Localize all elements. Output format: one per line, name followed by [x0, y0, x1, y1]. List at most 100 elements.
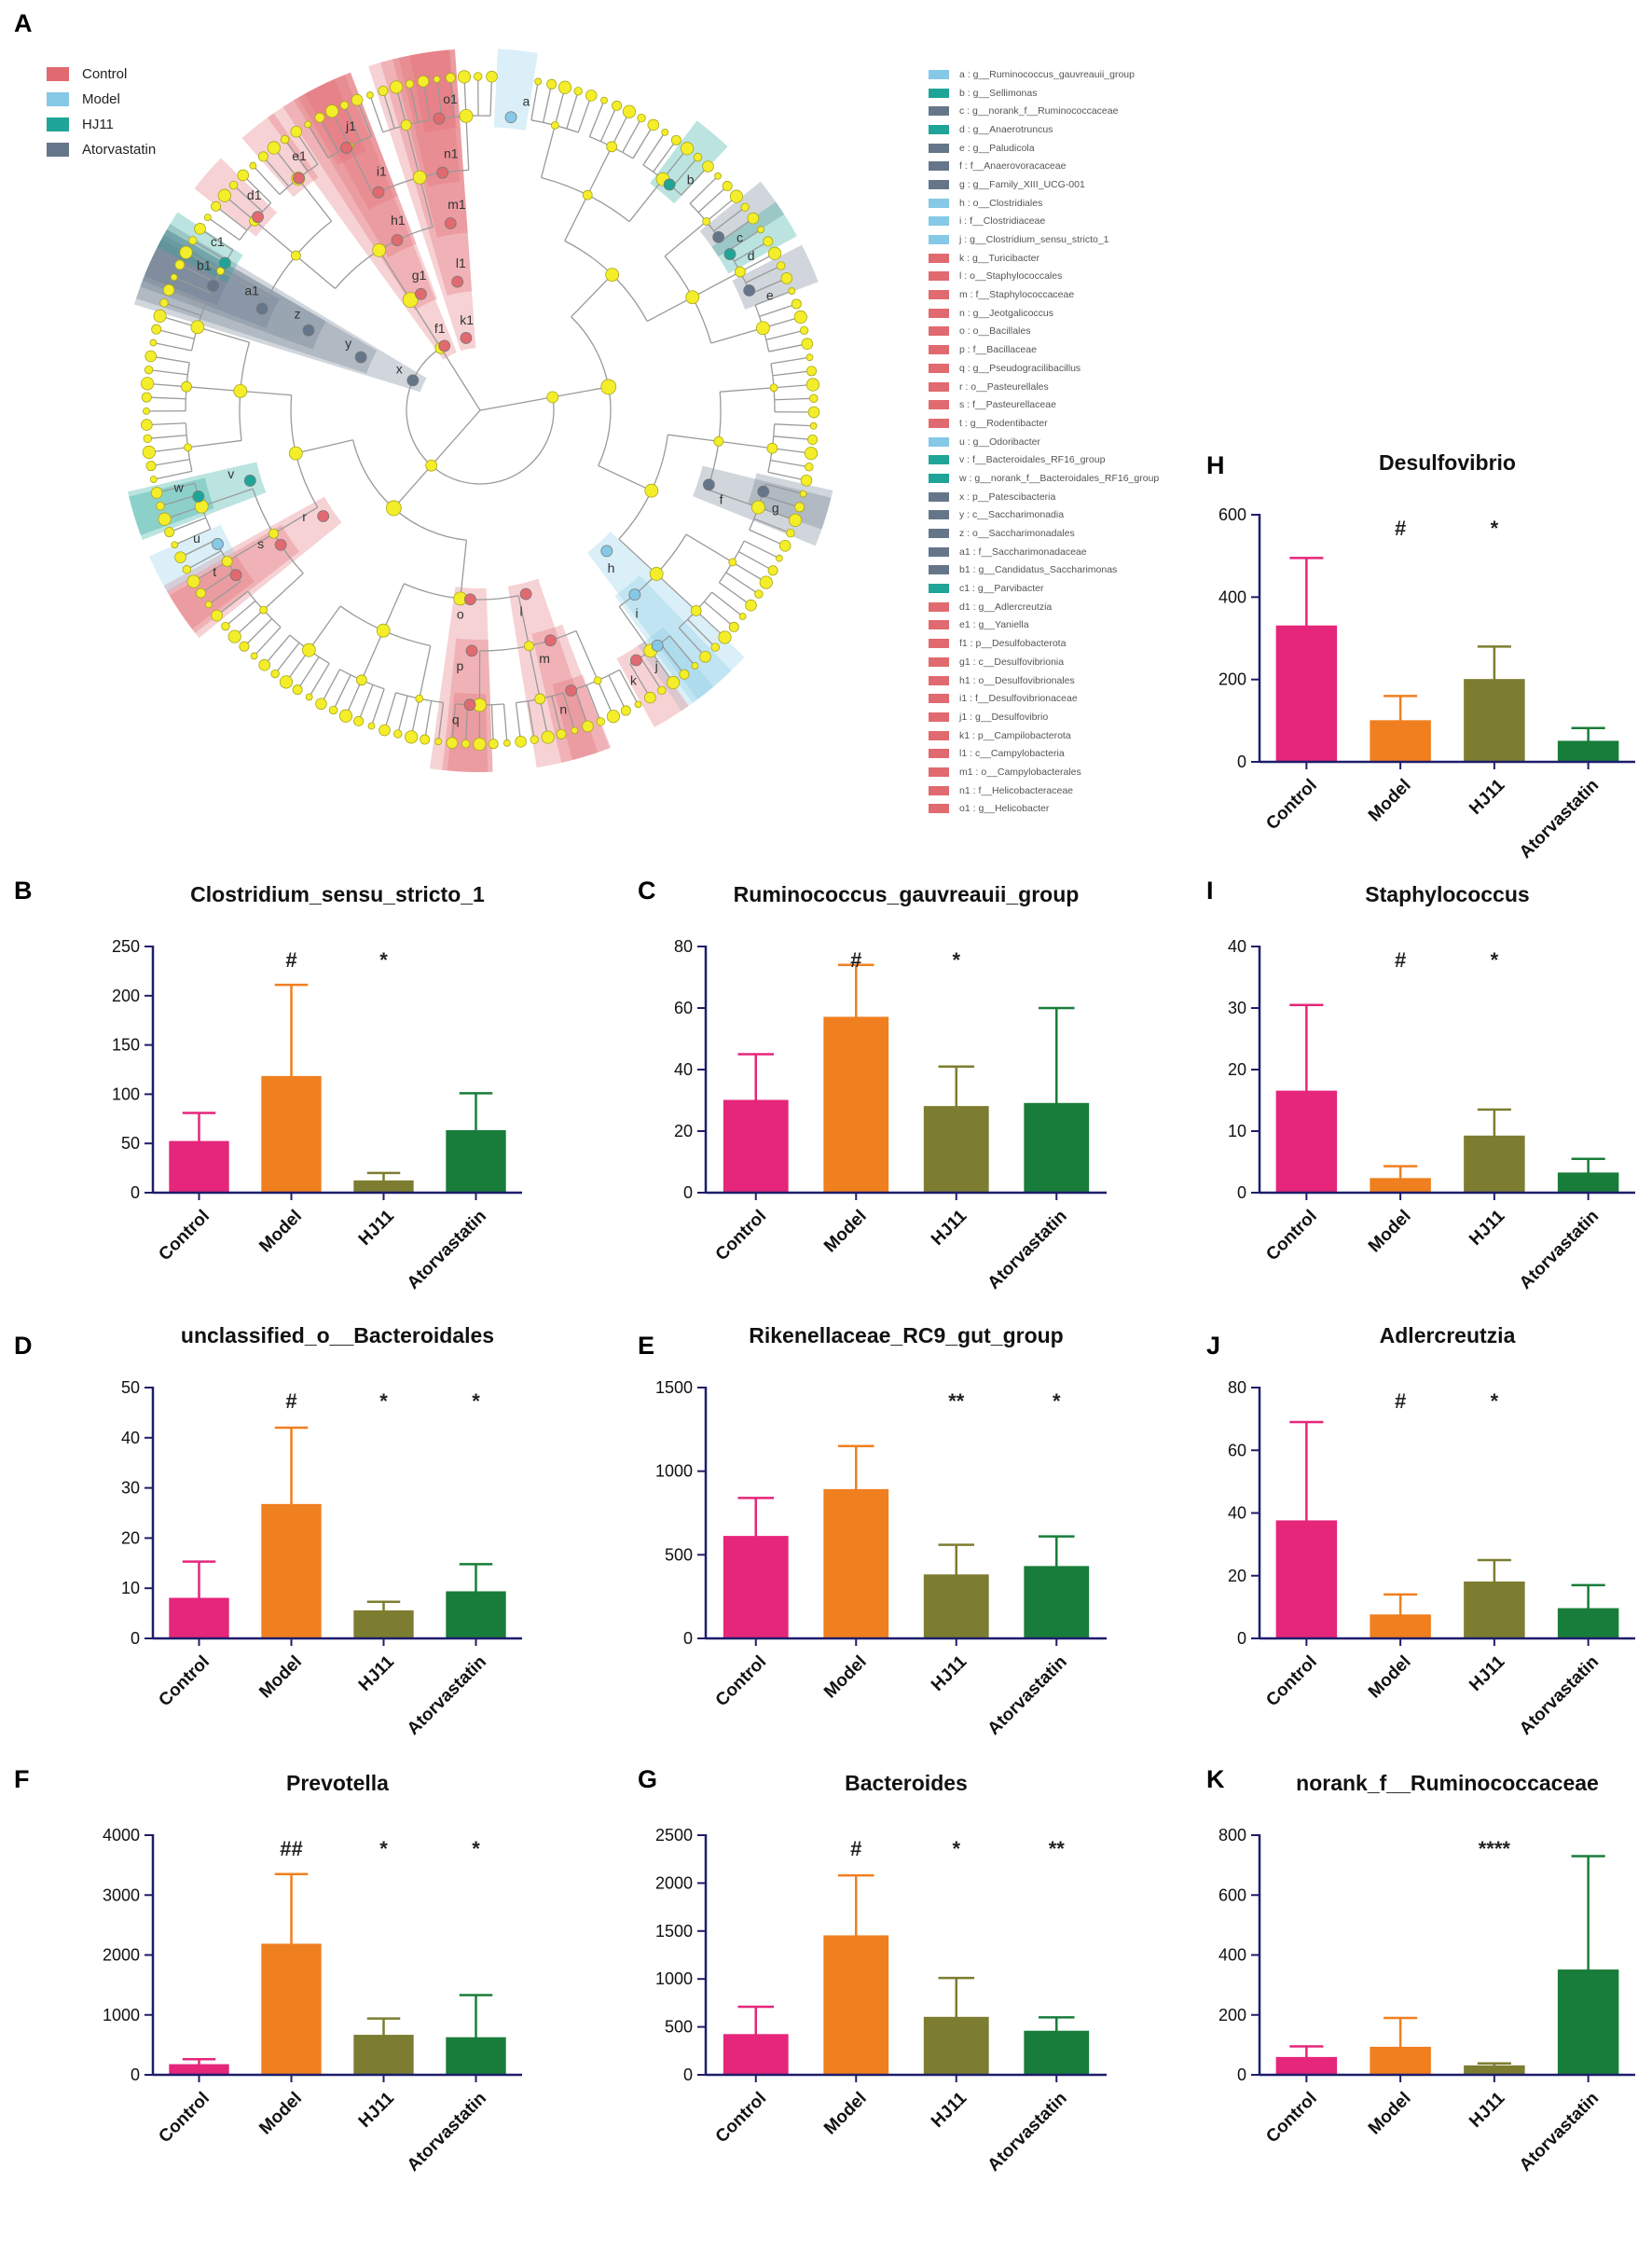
chart-title: unclassified_o__Bacteroidales: [181, 1323, 494, 1347]
leaf-node: [557, 729, 566, 739]
bar-model: [262, 1944, 321, 2075]
panel-letter-b: B: [14, 877, 33, 905]
biomarker-node: [293, 173, 304, 184]
taxon-label: i : f__Clostridiaceae: [959, 215, 1045, 227]
taxon-color-swatch: [929, 510, 949, 519]
taxon-label: u : g__Odoribacter: [959, 436, 1040, 448]
chart-title: Rikenellaceae_RC9_gut_group: [749, 1323, 1063, 1347]
taxon-label: k1 : p__Campilobacterota: [959, 730, 1071, 741]
biomarker-node: [724, 249, 736, 260]
category-label: Atorvastatin: [1516, 2089, 1603, 2176]
internal-node: [416, 695, 423, 702]
biomarker-node: [253, 212, 264, 223]
leaf-node: [703, 161, 714, 173]
panel-letter-f: F: [14, 1765, 30, 1794]
leaf-node: [435, 739, 442, 745]
taxa-legend-item: z : o__Saccharimonadales: [929, 524, 1159, 543]
biomarker-label: g: [772, 501, 779, 516]
biomarker-label: e1: [292, 148, 307, 163]
leaf-node: [760, 576, 772, 588]
leaf-node: [585, 90, 597, 102]
leaf-node: [571, 727, 578, 734]
category-label: Atorvastatin: [404, 2089, 490, 2176]
taxon-label: d : g__Anaerotruncus: [959, 124, 1053, 135]
leaf-node: [558, 81, 571, 93]
y-tick-label: 0: [131, 2065, 140, 2084]
leaf-node: [251, 653, 257, 659]
y-tick-label: 0: [131, 1183, 140, 1202]
y-tick-label: 100: [112, 1085, 140, 1103]
leaf-node: [368, 723, 375, 729]
bar-model: [824, 1489, 888, 1638]
significance-marker: #: [285, 948, 296, 972]
leaf-node: [781, 272, 792, 283]
taxon-color-swatch: [929, 602, 949, 612]
y-tick-label: 400: [1218, 1946, 1246, 1965]
leaf-node: [607, 711, 619, 723]
taxon-label: b1 : g__Candidatus_Saccharimonas: [959, 564, 1117, 575]
biomarker-label: g1: [412, 268, 427, 283]
taxa-legend-item: c1 : g__Parvibacter: [929, 579, 1159, 598]
leaf-node: [329, 706, 337, 714]
category-label: Model: [820, 1652, 871, 1703]
taxon-label: j : g__Clostridium_sensu_stricto_1: [959, 234, 1109, 245]
y-tick-label: 1000: [655, 1969, 693, 1988]
leaf-node: [694, 153, 702, 161]
taxa-legend-item: f1 : p__Desulfobacterota: [929, 634, 1159, 653]
leaf-node: [681, 143, 693, 155]
biomarker-label: a1: [244, 283, 259, 297]
leaf-node: [281, 135, 289, 144]
category-label: Atorvastatin: [984, 2089, 1071, 2176]
leaf-node: [792, 299, 801, 309]
leaf-node: [187, 575, 200, 587]
taxon-label: y : c__Saccharimonadia: [959, 509, 1064, 520]
leaf-node: [434, 76, 440, 83]
significance-marker: **: [948, 1389, 965, 1413]
biomarker-node: [758, 486, 769, 497]
bar-chart-g: BacteroidesControl#Model*HJ11**Atorvasta…: [603, 1733, 1135, 2252]
leaf-node: [379, 725, 391, 736]
biomarker-node: [439, 340, 450, 352]
internal-node: [607, 142, 617, 152]
y-tick-label: 400: [1218, 587, 1246, 606]
category-label: HJ11: [928, 1651, 971, 1695]
significance-marker: *: [379, 948, 388, 972]
taxon-label: n1 : f__Helicobacteraceae: [959, 785, 1073, 796]
bar-model: [262, 1076, 321, 1193]
taxon-color-swatch: [929, 345, 949, 354]
taxon-color-swatch: [929, 639, 949, 648]
leaf-node: [393, 730, 402, 739]
taxon-color-swatch: [929, 106, 949, 116]
bar-model: [262, 1504, 321, 1638]
internal-node: [606, 269, 619, 282]
internal-node: [373, 243, 386, 256]
internal-node: [751, 501, 764, 514]
internal-node: [601, 380, 616, 394]
biomarker-node: [464, 594, 475, 605]
biomarker-label: i1: [377, 164, 387, 179]
biomarker-node: [744, 284, 755, 296]
bar-atorvastatin: [1558, 1173, 1618, 1193]
y-tick-label: 40: [1228, 1504, 1246, 1523]
biomarker-label: b1: [197, 257, 212, 272]
y-tick-label: 60: [1228, 1441, 1246, 1459]
y-tick-label: 1500: [655, 1378, 693, 1397]
biomarker-label: k: [630, 672, 638, 687]
leaf-node: [150, 477, 157, 483]
leaf-node: [474, 73, 482, 81]
category-label: Atorvastatin: [984, 1652, 1071, 1739]
leaf-node: [746, 600, 757, 611]
taxa-legend-item: o : o__Bacillales: [929, 323, 1159, 341]
biomarker-label: l: [519, 603, 522, 618]
leaf-node: [163, 284, 174, 296]
biomarker-label: z: [294, 307, 300, 322]
category-label: Control: [1262, 2089, 1321, 2148]
leaf-node: [259, 659, 270, 670]
taxa-legend-item: a1 : f__Saccharimonadaceae: [929, 543, 1159, 561]
leaf-node: [621, 706, 630, 715]
y-tick-label: 0: [1237, 753, 1246, 771]
biomarker-node: [437, 167, 448, 178]
leaf-node: [145, 366, 153, 374]
leaf-node: [789, 514, 801, 526]
leaf-node: [325, 104, 337, 117]
